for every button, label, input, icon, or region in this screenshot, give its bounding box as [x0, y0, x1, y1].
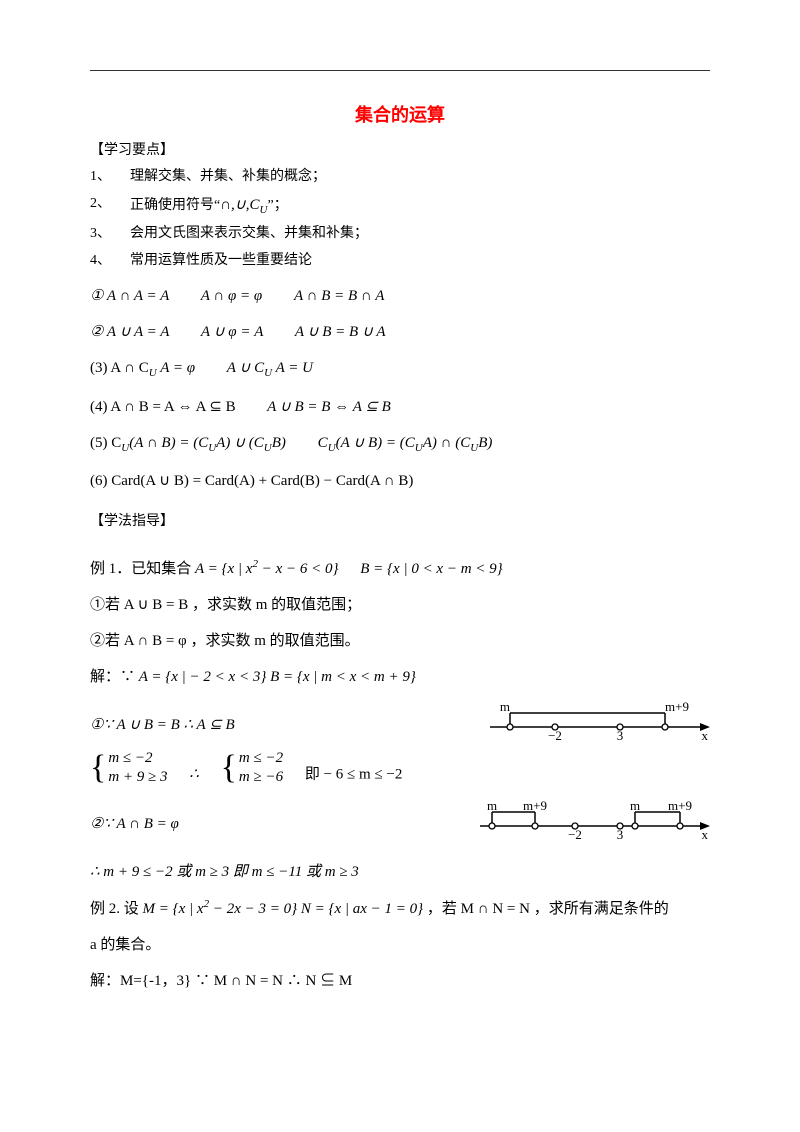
example-1-s1a: ①∵ A ∪ B = B ∴ A ⊆ B: [90, 713, 480, 737]
rule-4: (4) A ∩ B = A ⇔ A ⊆ B A ∪ B = B ⇔ A ⊆ B: [90, 395, 710, 419]
example-1-part2-row: ②∵ A ∩ B = φ m m+9 m m+9 −2 3 x: [90, 800, 710, 848]
rule-2: ② A ∪ A = A A ∪ φ = A A ∪ B = B ∪ A: [90, 320, 710, 344]
point-3-num: 3、: [90, 223, 130, 245]
example-1-sol-start: 解：∵ A = {x | − 2 < x < 3} B = {x | m < x…: [90, 665, 710, 689]
svg-text:m: m: [487, 800, 497, 813]
point-2: 2、 正确使用符号“∩,∪,CU”；: [90, 193, 710, 220]
svg-text:x: x: [702, 728, 709, 743]
point-4-text: 常用运算性质及一些重要结论: [130, 250, 312, 272]
svg-text:m: m: [630, 800, 640, 813]
point-2-text: 正确使用符号“∩,∪,CU”；: [130, 193, 288, 220]
svg-text:x: x: [702, 827, 709, 842]
point-2-num: 2、: [90, 193, 130, 220]
point-3-text: 会用文氏图来表示交集、并集和补集；: [130, 223, 368, 245]
example-2-line2: a 的集合。: [90, 933, 710, 957]
example-2-sol: 解：M={-1，3} ∵ M ∩ N = N ∴ N ⊆ M: [90, 969, 710, 993]
svg-text:−2: −2: [548, 728, 562, 743]
number-line-diagram-2: m m+9 m m+9 −2 3 x: [480, 800, 710, 842]
example-1-q1: ①若 A ∪ B = B ，求实数 m 的取值范围；: [90, 593, 710, 617]
point-4: 4、 常用运算性质及一些重要结论: [90, 250, 710, 272]
example-1-part1-row: ①∵ A ∪ B = B ∴ A ⊆ B { m ≤ −2m + 9 ≥ 3 ∴…: [90, 701, 710, 800]
point-4-num: 4、: [90, 250, 130, 272]
svg-text:−2: −2: [568, 827, 582, 842]
example-1-s2a: ②∵ A ∩ B = φ: [90, 812, 470, 836]
example-2: 例 2. 设 M = {x | x2 − 2x − 3 = 0} N = {x …: [90, 896, 710, 921]
svg-text:m+9: m+9: [665, 701, 689, 714]
rule-3: (3) A ∩ CU A = φ A ∪ CU A = U: [90, 356, 710, 383]
example-1-system: { m ≤ −2m + 9 ≥ 3 ∴ { m ≤ −2m ≥ −6 即 − 6…: [90, 749, 480, 788]
svg-text:m: m: [500, 701, 510, 714]
svg-text:3: 3: [617, 728, 624, 743]
point-3: 3、 会用文氏图来表示交集、并集和补集；: [90, 223, 710, 245]
point-1: 1、 理解交集、并集、补集的概念；: [90, 166, 710, 188]
svg-text:m+9: m+9: [523, 800, 547, 813]
example-1-q2: ②若 A ∩ B = φ ，求实数 m 的取值范围。: [90, 629, 710, 653]
svg-text:m+9: m+9: [668, 800, 692, 813]
top-rule: [90, 70, 710, 71]
example-1-s2b: ∴ m + 9 ≤ −2 或 m ≥ 3 即 m ≤ −11 或 m ≥ 3: [90, 860, 710, 884]
rule-6: (6) Card(A ∪ B) = Card(A) + Card(B) − Ca…: [90, 469, 710, 493]
point-1-num: 1、: [90, 166, 130, 188]
number-line-diagram-1: m m+9 −2 3 x: [490, 701, 710, 743]
rule-5: (5) CU(A ∩ B) = (CUA) ∪ (CUB) CU(A ∪ B) …: [90, 431, 710, 458]
page-title: 集合的运算: [90, 101, 710, 130]
example-1: 例 1．已知集合 A = {x | x2 − x − 6 < 0} B = {x…: [90, 556, 710, 581]
point-1-text: 理解交集、并集、补集的概念；: [130, 166, 326, 188]
rule-1: ① A ∩ A = A A ∩ φ = φ A ∩ B = B ∩ A: [90, 284, 710, 308]
section-2-label: 【学法指导】: [90, 511, 710, 533]
section-1-label: 【学习要点】: [90, 140, 710, 162]
svg-text:3: 3: [617, 827, 624, 842]
